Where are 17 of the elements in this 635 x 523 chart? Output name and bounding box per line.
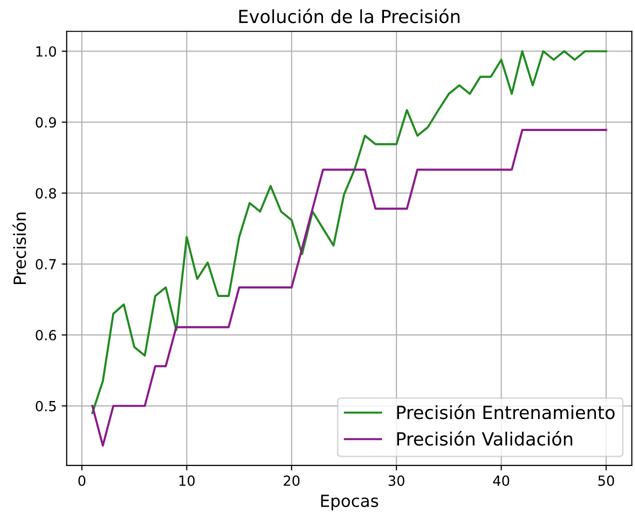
y-tick-label: 0.7: [36, 259, 56, 270]
x-tick-label: 50: [598, 475, 614, 486]
legend-label: Precisión Validación: [397, 431, 572, 446]
y-tick-label: 0.9: [36, 117, 56, 128]
legend-label: Precisión Entrenamiento: [397, 404, 615, 420]
chart-title: Evolución de la Precisión: [239, 8, 460, 24]
x-tick-label: 20: [284, 475, 300, 486]
x-tick-label: 10: [179, 475, 195, 486]
x-tick-label: 0: [78, 475, 86, 486]
y-axis-title: Precisión: [12, 212, 26, 284]
y-tick-label: 1.0: [36, 46, 56, 57]
y-tick-label: 0.6: [36, 330, 56, 340]
x-tick-label: 30: [388, 475, 404, 486]
y-tick-label: 0.5: [36, 400, 56, 412]
x-axis-title: Epocas: [321, 494, 378, 510]
y-tick-label: 0.8: [36, 188, 56, 199]
x-tick-label: 40: [493, 475, 510, 486]
